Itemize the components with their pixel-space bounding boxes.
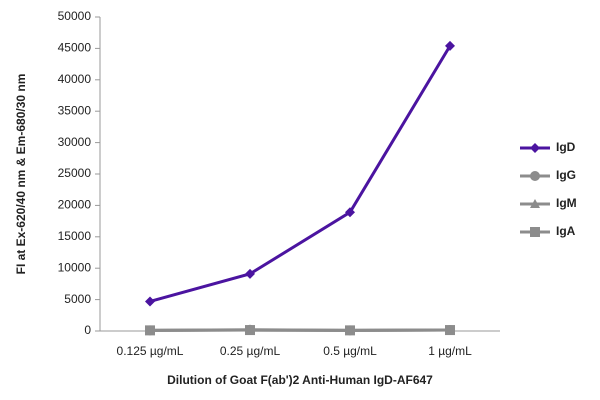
y-tick-label: 15000 [58,229,92,243]
marker [145,325,155,336]
x-tick-label: 0.125 µg/mL [117,344,184,358]
y-tick-label: 45000 [58,41,92,55]
y-axis-title: FI at Ex-620/40 nm & Em-680/30 nm [14,74,28,275]
x-tick-label: 0.5 µg/mL [323,344,377,358]
series-line [149,45,452,303]
legend-marker [530,171,540,181]
legend-marker [530,227,540,237]
legend-marker [530,143,540,153]
legend-marker [530,199,540,208]
y-tick-label: 0 [84,323,91,337]
y-tick-label: 20000 [58,198,92,212]
legend-label: IgD [556,140,576,154]
y-tick-label: 35000 [58,103,92,117]
marker [145,296,155,307]
legend-label: IgA [556,224,576,238]
y-tick-label: 30000 [58,135,92,149]
marker [345,207,355,218]
marker [245,325,255,336]
legend-label: IgM [556,196,577,210]
x-tick-label: 0.25 µg/mL [220,344,281,358]
legend-label: IgG [556,168,576,182]
y-tick-label: 5000 [64,292,91,306]
x-axis-title: Dilution of Goat F(ab')2 Anti-Human IgD-… [167,373,433,387]
y-tick-label: 50000 [58,9,92,23]
y-tick-label: 40000 [58,72,92,86]
marker [345,325,355,336]
x-tick-label: 1 µg/mL [428,344,472,358]
y-tick-label: 25000 [58,166,92,180]
marker [445,40,455,51]
y-tick-label: 10000 [58,260,92,274]
marker [245,268,255,279]
marker [445,325,455,336]
